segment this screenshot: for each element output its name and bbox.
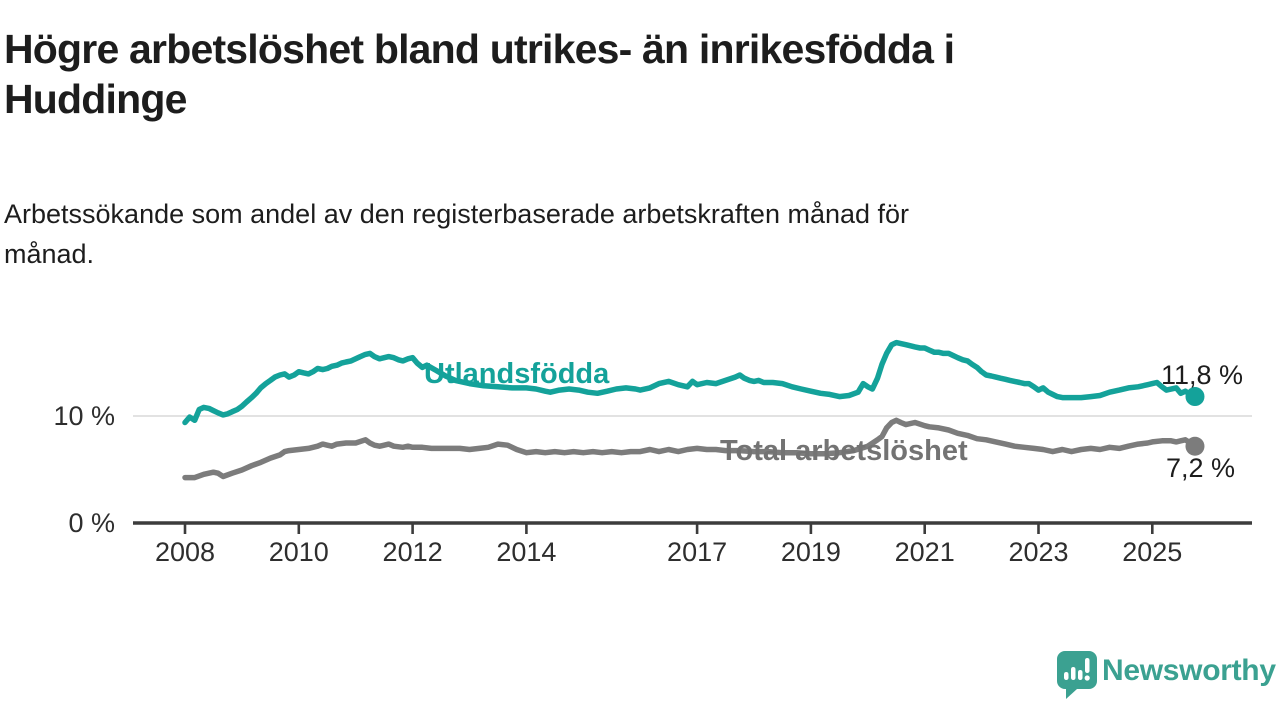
x-axis-label-2014: 2014 [496, 537, 557, 567]
x-axis-label-2019: 2019 [780, 537, 841, 567]
chart-subtitle: Arbetssökande som andel av den registerb… [4, 194, 1224, 274]
series-label-utlandsfodda: Utlandsfödda [424, 358, 610, 390]
y-axis-label-10: 10 % [53, 401, 115, 431]
x-axis-label-2023: 2023 [1008, 537, 1069, 567]
series-line-0 [182, 339, 1198, 426]
end-value-label-utlandsfodda: 11,8 % [1161, 360, 1244, 390]
title-line-2: Huddinge [4, 76, 187, 122]
x-axis-label-2008: 2008 [154, 537, 216, 567]
newsworthy-bubble-chart-icon [1057, 651, 1097, 699]
subtitle-line-1: Arbetssökande som andel av den registerb… [4, 199, 910, 229]
series-end-dot-1 [1185, 436, 1205, 456]
x-axis-label-2012: 2012 [382, 537, 443, 567]
x-axis-label-2025: 2025 [1122, 537, 1183, 567]
x-axis-label-2010: 2010 [268, 537, 329, 567]
x-axis-label-2021: 2021 [894, 537, 955, 567]
x-axis-label-2017: 2017 [667, 537, 728, 567]
page-title: Högre arbetslöshet bland utrikes- än inr… [4, 24, 1224, 124]
newsworthy-logo: Newsworthy [1056, 650, 1276, 702]
title-line-1: Högre arbetslöshet bland utrikes- än inr… [4, 26, 955, 72]
y-axis-label-0: 0 % [68, 508, 115, 538]
subtitle-line-2: månad. [4, 239, 95, 269]
series-label-total-arbetsloshet: Total arbetslöshet [720, 435, 968, 467]
series-end-dot-0 [1185, 387, 1205, 407]
end-value-label-total: 7,2 % [1166, 453, 1236, 483]
newsworthy-logo-text: Newsworthy [1102, 654, 1276, 687]
series-line-1 [182, 417, 1198, 481]
